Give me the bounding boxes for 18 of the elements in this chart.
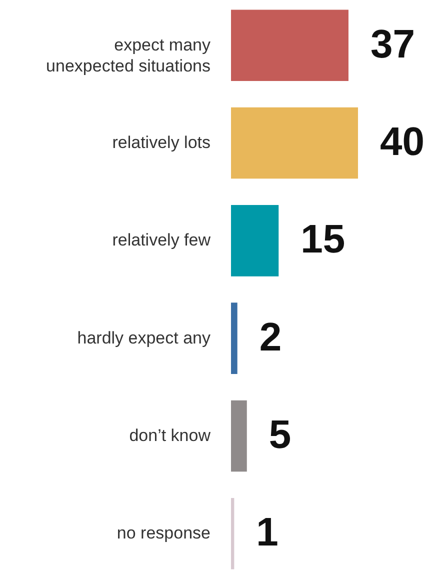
data-label: 37	[370, 22, 415, 66]
bar	[231, 498, 234, 570]
bar	[231, 205, 279, 276]
data-label: 15	[300, 218, 346, 262]
y-tick-label: expect many unexpected situations	[46, 35, 211, 76]
bar	[231, 107, 358, 179]
y-tick-label: relatively lots	[112, 133, 210, 152]
data-label: 2	[259, 315, 282, 360]
data-label: 1	[256, 510, 278, 555]
y-tick-label: don’t know	[129, 426, 212, 445]
bar	[231, 10, 348, 82]
y-tick-label: relatively few	[112, 230, 212, 250]
bar	[231, 302, 238, 374]
y-tick-label: no response	[116, 524, 210, 543]
y-tick-label: hardly expect any	[77, 328, 211, 348]
data-label: 5	[268, 412, 292, 457]
bar	[231, 400, 247, 472]
data-label: 40	[380, 120, 424, 164]
